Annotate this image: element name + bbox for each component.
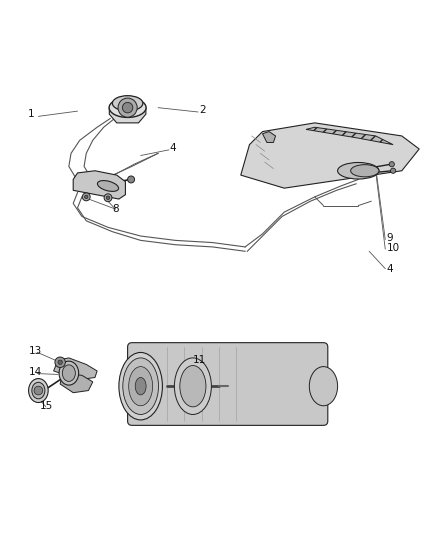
Ellipse shape (180, 366, 206, 407)
Ellipse shape (309, 367, 338, 406)
Polygon shape (53, 358, 97, 379)
Circle shape (127, 176, 134, 183)
Circle shape (389, 161, 394, 167)
Ellipse shape (351, 165, 379, 177)
Text: 11: 11 (193, 355, 206, 365)
Ellipse shape (97, 181, 119, 191)
Ellipse shape (135, 377, 146, 395)
Text: 8: 8 (113, 204, 119, 214)
Circle shape (55, 357, 65, 367)
Circle shape (82, 193, 90, 201)
Text: 2: 2 (199, 105, 206, 115)
Ellipse shape (32, 382, 45, 399)
Circle shape (104, 194, 112, 201)
Ellipse shape (109, 98, 146, 117)
Ellipse shape (129, 367, 152, 406)
Ellipse shape (119, 352, 162, 420)
Text: 4: 4 (387, 264, 393, 274)
Circle shape (391, 168, 396, 173)
Ellipse shape (123, 358, 159, 415)
Circle shape (106, 196, 110, 199)
Circle shape (122, 102, 133, 113)
Text: 10: 10 (387, 243, 400, 253)
Polygon shape (73, 171, 125, 199)
Ellipse shape (62, 365, 75, 382)
Circle shape (34, 386, 43, 395)
Polygon shape (110, 108, 146, 123)
Circle shape (58, 360, 62, 365)
Ellipse shape (113, 96, 143, 111)
Text: 14: 14 (28, 367, 42, 377)
Ellipse shape (174, 358, 212, 415)
Text: 4: 4 (169, 143, 176, 153)
Polygon shape (306, 127, 393, 144)
Circle shape (118, 98, 137, 117)
Text: 15: 15 (40, 401, 53, 411)
Text: 9: 9 (387, 233, 393, 243)
Polygon shape (60, 373, 93, 393)
Circle shape (85, 195, 88, 199)
FancyBboxPatch shape (127, 343, 328, 425)
Text: 13: 13 (28, 345, 42, 356)
Polygon shape (262, 132, 276, 142)
Polygon shape (241, 123, 419, 188)
Ellipse shape (59, 361, 79, 385)
Ellipse shape (338, 163, 379, 179)
Ellipse shape (28, 378, 48, 402)
Text: 1: 1 (28, 109, 34, 119)
